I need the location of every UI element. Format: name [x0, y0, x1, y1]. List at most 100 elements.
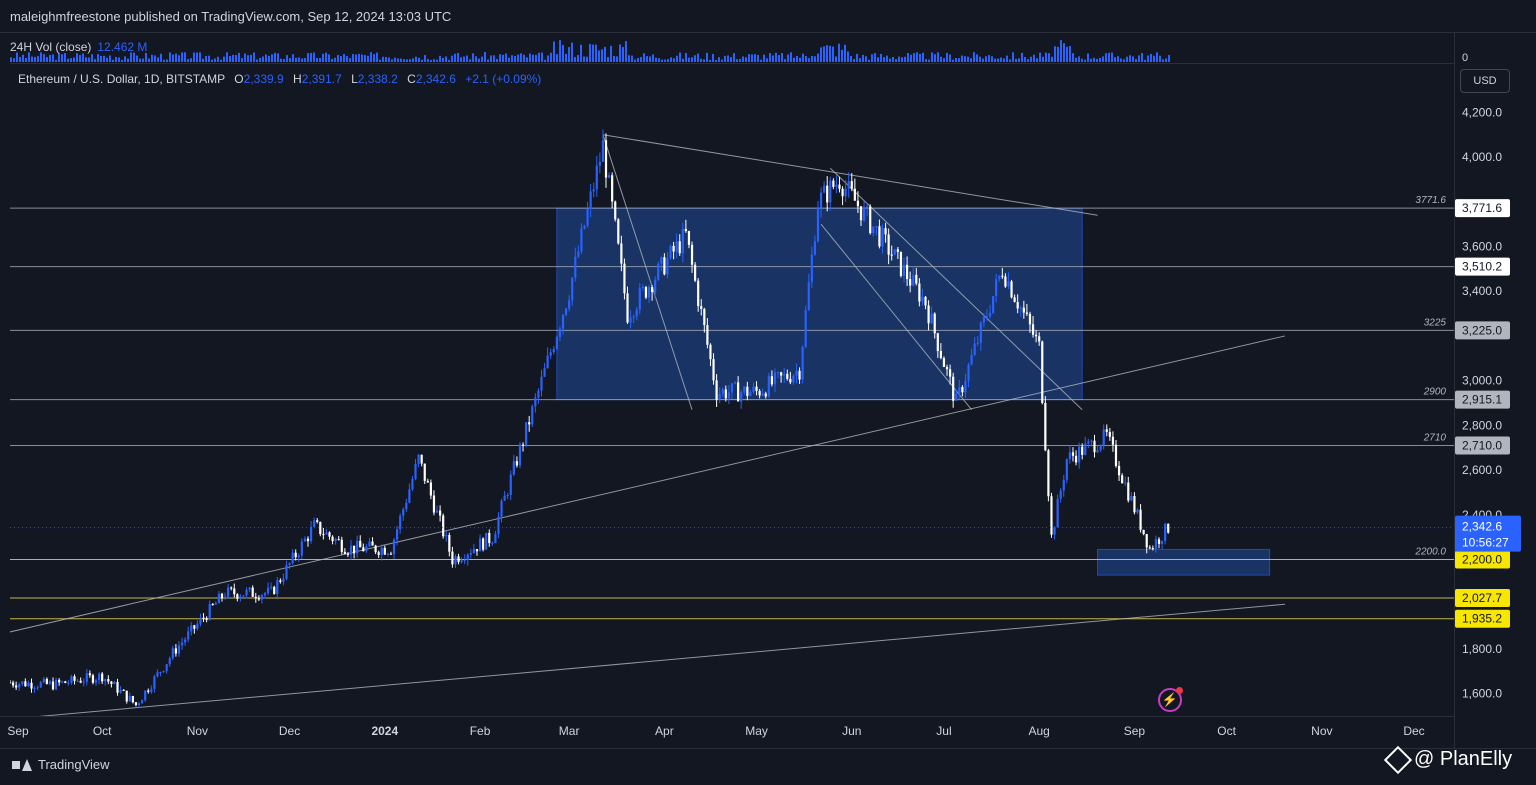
- candle-body: [414, 463, 417, 479]
- volume-bar: [532, 54, 534, 62]
- candle-body: [76, 680, 79, 682]
- volume-bar: [928, 59, 930, 62]
- volume-bar: [316, 58, 318, 62]
- volume-bar: [790, 52, 792, 62]
- volume-bar: [964, 56, 966, 62]
- candle-body: [528, 422, 531, 425]
- alert-bolt-icon[interactable]: ⚡: [1158, 687, 1183, 712]
- price-chart[interactable]: 3771.6 3225 2900 2710 2200.0 4,200.0 4,000.0 3,…: [0, 0, 1536, 748]
- candle-body: [257, 598, 260, 600]
- volume-bar: [541, 52, 543, 62]
- candle-body: [549, 352, 552, 356]
- candle-body: [537, 390, 540, 398]
- volume-bar: [169, 52, 171, 62]
- candle-body: [866, 206, 869, 208]
- volume-bar: [1045, 52, 1047, 62]
- volume-bar: [916, 52, 918, 62]
- candle-body: [571, 277, 574, 301]
- candle-body: [319, 521, 322, 535]
- candle-body: [718, 393, 721, 400]
- tradingview-logo[interactable]: TradingView: [12, 757, 110, 772]
- candle-body: [371, 541, 374, 546]
- candle-body: [1047, 450, 1050, 497]
- candle-body: [1093, 440, 1096, 453]
- volume-bar: [895, 59, 897, 62]
- volume-bar: [388, 57, 390, 62]
- candle-body: [893, 249, 896, 255]
- candle-body: [1004, 276, 1007, 287]
- candle-body: [1139, 509, 1142, 530]
- axis-badge-2027.7: [1455, 589, 1510, 608]
- candle-body: [174, 648, 177, 654]
- candle-body: [1090, 440, 1093, 442]
- candle-body: [657, 263, 660, 280]
- volume-bar: [241, 58, 243, 62]
- candle-body: [936, 333, 939, 352]
- plot-area: 3771.6 3225 2900 2710 2200.0: [10, 129, 1454, 716]
- candle-body: [1151, 548, 1154, 550]
- volume-bar: [1114, 57, 1116, 62]
- volume-bar: [172, 54, 174, 62]
- candle-body: [94, 680, 98, 683]
- price-tick: 3,400.0: [1462, 284, 1502, 298]
- candle-body: [730, 383, 734, 393]
- candle-body: [334, 539, 337, 542]
- currency-button[interactable]: USD: [1460, 69, 1510, 93]
- volume-bar: [280, 58, 282, 62]
- candle-body: [1025, 312, 1029, 314]
- volume-bar: [868, 59, 870, 62]
- volume-bar: [100, 55, 102, 62]
- volume-bar: [586, 56, 588, 62]
- volume-bar: [403, 59, 405, 62]
- volume-bar: [1000, 57, 1002, 62]
- volume-bar: [610, 45, 612, 62]
- candle-body: [654, 279, 657, 293]
- volume-bar: [1063, 43, 1065, 62]
- candle-body: [958, 387, 961, 394]
- candle-body: [620, 243, 623, 264]
- volume-bar: [1156, 52, 1158, 62]
- volume-bar: [376, 52, 378, 62]
- candle-body: [42, 678, 45, 683]
- volume-bar: [538, 52, 540, 62]
- volume-bar: [40, 52, 42, 62]
- volume-bar: [55, 59, 57, 62]
- candle-body: [558, 328, 562, 338]
- axis-badge-3510.2: [1455, 257, 1510, 276]
- candle-body: [924, 296, 927, 306]
- candle-body: [150, 688, 153, 692]
- candle-body: [190, 625, 193, 632]
- volume-bar: [499, 54, 501, 62]
- volume-bar: [304, 58, 306, 62]
- symbol-name[interactable]: Ethereum / U.S. Dollar, 1D, BITSTAMP: [18, 72, 225, 86]
- volume-bar: [544, 59, 546, 62]
- volume-bar: [271, 54, 273, 62]
- candle-body: [1044, 402, 1047, 451]
- volume-bar: [796, 55, 798, 62]
- volume-bar: [298, 57, 300, 62]
- axis-badge-2710: [1455, 436, 1510, 455]
- volume-bar: [430, 59, 432, 62]
- candle-body: [380, 547, 383, 556]
- tradingview-brand: TradingView: [38, 757, 110, 772]
- volume-bar: [1153, 55, 1155, 62]
- volume-bar: [808, 58, 810, 62]
- candle-body: [884, 228, 887, 235]
- candle-body: [844, 188, 847, 197]
- candle-body: [472, 549, 476, 554]
- close-key: C: [407, 72, 416, 86]
- axis-badge-text-3225: 3,225.0: [1462, 323, 1502, 337]
- price-tick: 4,200.0: [1462, 105, 1502, 119]
- volume-bar: [844, 44, 846, 62]
- volume-bar: [877, 57, 879, 62]
- volume-bar: [286, 55, 288, 62]
- volume-bar: [322, 53, 324, 62]
- candle-body: [1133, 495, 1136, 513]
- volume-bar: [76, 53, 78, 62]
- volume-bar: [10, 57, 12, 62]
- axis-badge-3771.6: [1455, 199, 1510, 218]
- candle-body: [30, 682, 33, 689]
- volume-bar: [679, 52, 681, 62]
- volume-bar: [838, 43, 840, 62]
- candle-body: [992, 296, 995, 313]
